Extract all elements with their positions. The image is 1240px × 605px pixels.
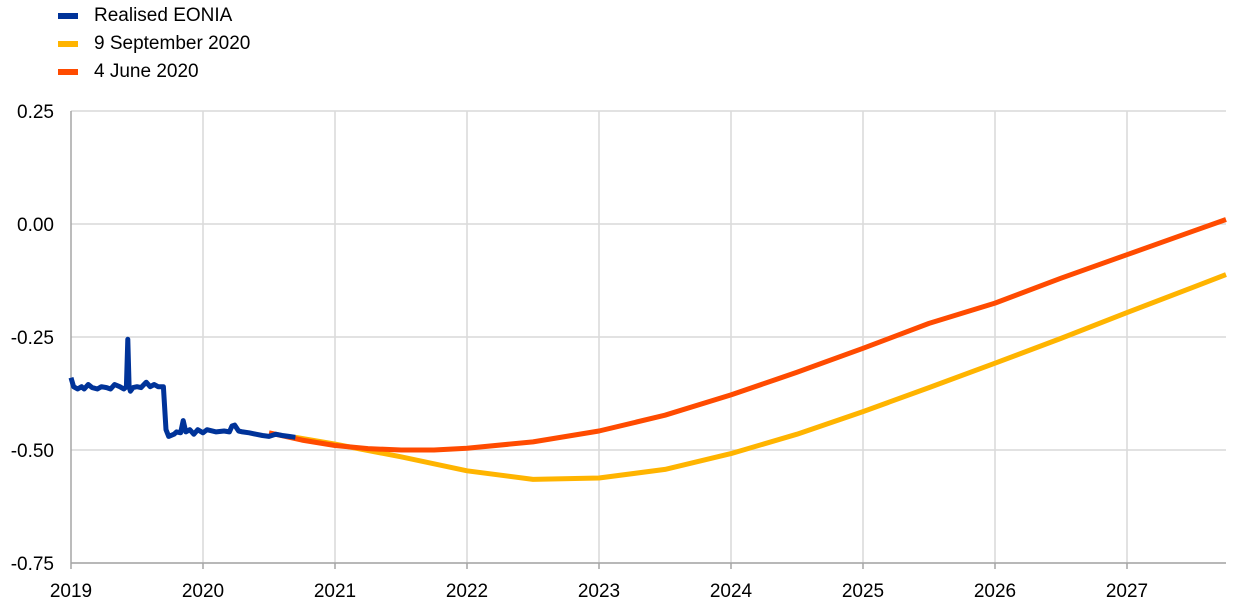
series-line-9-september-2020 <box>294 272 1227 482</box>
x-tick-label: 2024 <box>710 581 753 602</box>
legend-label-4-june-2020: 4 June 2020 <box>94 61 199 82</box>
legend-label-realised-eonia: Realised EONIA <box>94 5 233 26</box>
series-lines <box>68 217 1227 482</box>
y-tick-label: -0.25 <box>11 328 54 349</box>
series-line-realised-eonia <box>68 336 296 440</box>
legend-swatch-realised-eonia <box>58 13 78 19</box>
x-tick-label: 2019 <box>50 581 92 602</box>
legend-item-4-june-2020: 4 June 2020 <box>58 58 250 86</box>
x-tick-label: 2020 <box>182 581 224 602</box>
x-tick-label: 2023 <box>578 581 620 602</box>
x-tick-label: 2021 <box>314 581 356 602</box>
grid-lines <box>71 110 1226 564</box>
y-tick-label: 0.00 <box>17 215 54 236</box>
tick-labels: 0.25 0.00 -0.25 -0.50 -0.75 2019 2020 2021 2022 2… <box>11 102 1148 602</box>
x-tick-label: 2027 <box>1106 581 1148 602</box>
series-line-4-june-2020 <box>268 217 1227 453</box>
y-tick-label: -0.50 <box>11 441 54 462</box>
legend-swatch-9-september-2020 <box>58 41 78 47</box>
x-tick-label: 2026 <box>974 581 1016 602</box>
legend-item-realised-eonia: Realised EONIA <box>58 2 250 30</box>
y-tick-label: -0.75 <box>11 554 54 575</box>
legend-item-9-september-2020: 9 September 2020 <box>58 30 250 58</box>
legend-label-9-september-2020: 9 September 2020 <box>94 33 251 54</box>
x-tick-label: 2025 <box>842 581 884 602</box>
chart-legend: Realised EONIA 9 September 2020 4 June 2… <box>58 2 250 86</box>
axes <box>70 111 1226 569</box>
x-tick-label: 2022 <box>446 581 488 602</box>
legend-swatch-4-june-2020 <box>58 69 78 75</box>
y-tick-label: 0.25 <box>17 102 54 123</box>
